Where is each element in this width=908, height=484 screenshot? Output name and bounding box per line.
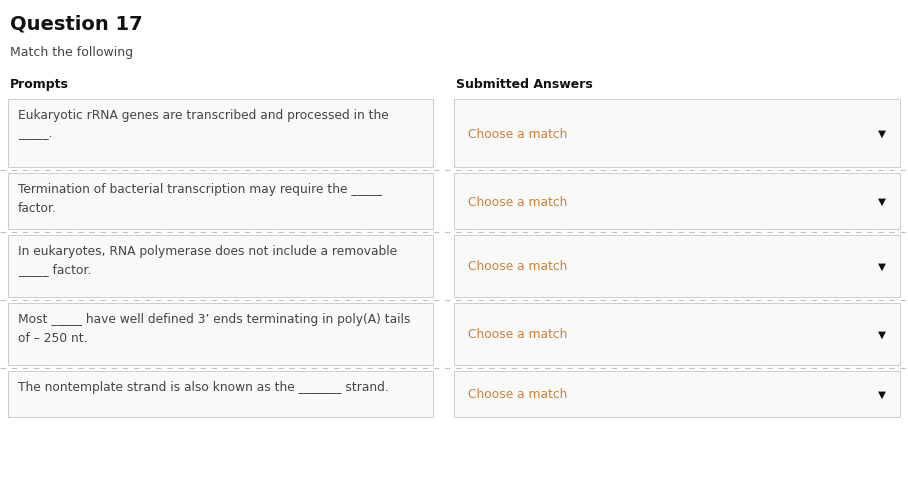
Text: Most _____ have well defined 3’ ends terminating in poly(A) tails
of – 250 nt.: Most _____ have well defined 3’ ends ter… xyxy=(18,312,410,344)
FancyBboxPatch shape xyxy=(454,303,900,365)
Text: Choose a match: Choose a match xyxy=(468,328,568,341)
FancyBboxPatch shape xyxy=(8,303,433,365)
Text: Eukaryotic rRNA genes are transcribed and processed in the
_____.: Eukaryotic rRNA genes are transcribed an… xyxy=(18,109,389,140)
Text: Match the following: Match the following xyxy=(10,46,133,59)
Text: Prompts: Prompts xyxy=(10,78,69,91)
Text: Question 17: Question 17 xyxy=(10,14,143,33)
Text: Submitted Answers: Submitted Answers xyxy=(456,78,593,91)
FancyBboxPatch shape xyxy=(454,371,900,417)
FancyBboxPatch shape xyxy=(8,236,433,297)
FancyBboxPatch shape xyxy=(8,100,433,167)
FancyBboxPatch shape xyxy=(454,100,900,167)
FancyBboxPatch shape xyxy=(8,371,433,417)
Text: The nontemplate strand is also known as the _______ strand.: The nontemplate strand is also known as … xyxy=(18,380,389,393)
FancyBboxPatch shape xyxy=(454,236,900,297)
Text: ▼: ▼ xyxy=(878,389,886,399)
Text: In eukaryotes, RNA polymerase does not include a removable
_____ factor.: In eukaryotes, RNA polymerase does not i… xyxy=(18,244,397,276)
FancyBboxPatch shape xyxy=(454,174,900,229)
FancyBboxPatch shape xyxy=(8,174,433,229)
Text: ▼: ▼ xyxy=(878,197,886,207)
Text: Choose a match: Choose a match xyxy=(468,388,568,401)
Text: ▼: ▼ xyxy=(878,129,886,139)
Text: ▼: ▼ xyxy=(878,329,886,339)
Text: Choose a match: Choose a match xyxy=(468,127,568,140)
Text: ▼: ▼ xyxy=(878,261,886,272)
Text: Choose a match: Choose a match xyxy=(468,260,568,273)
Text: Termination of bacterial transcription may require the _____
factor.: Termination of bacterial transcription m… xyxy=(18,182,382,214)
Text: Choose a match: Choose a match xyxy=(468,195,568,208)
